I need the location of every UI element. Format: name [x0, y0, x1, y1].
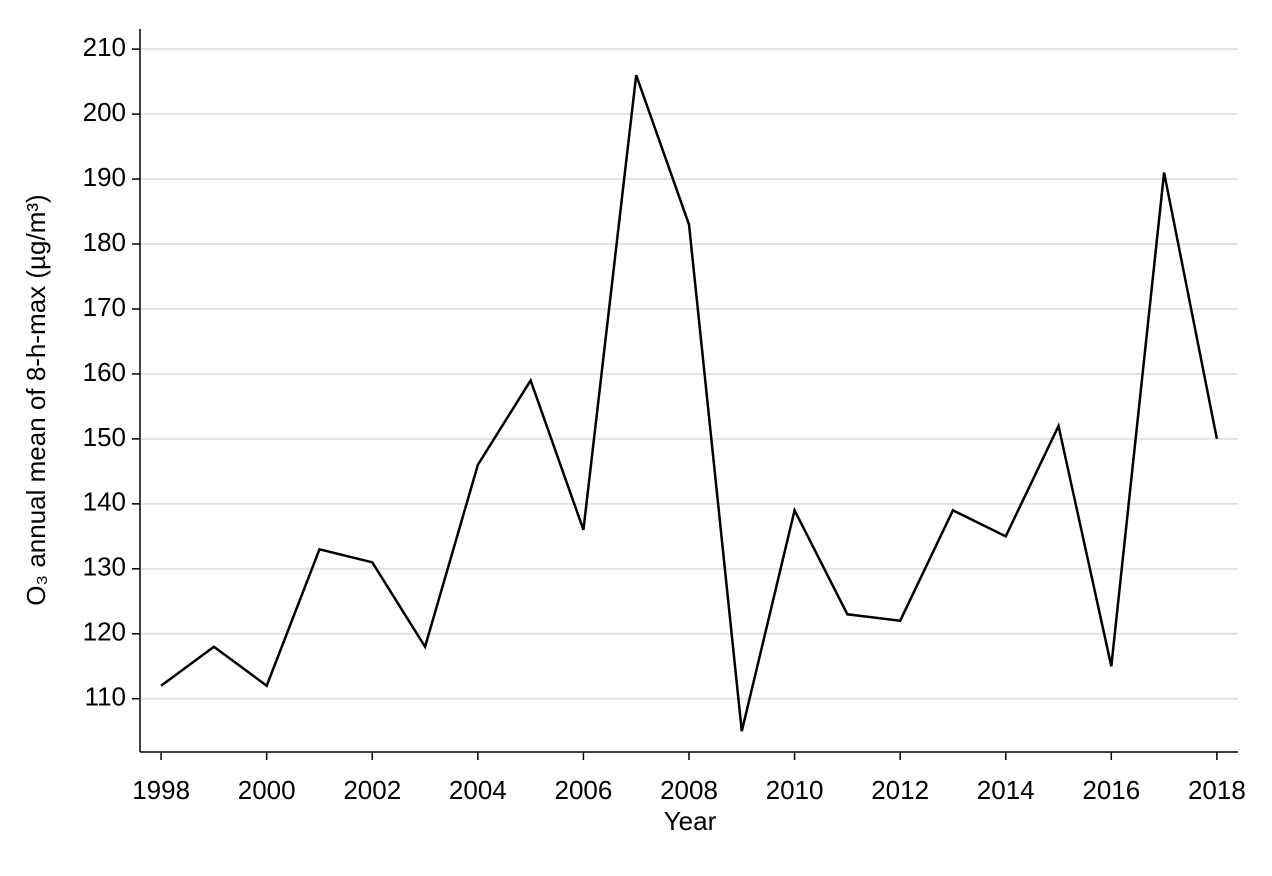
y-tick-label: 160 [83, 357, 126, 387]
y-tick-label: 150 [83, 422, 126, 452]
y-tick-label: 180 [83, 227, 126, 257]
x-axis-label: Year [664, 806, 717, 836]
x-tick-label: 2006 [555, 775, 613, 805]
x-tick-label: 1998 [132, 775, 190, 805]
y-tick-label: 190 [83, 162, 126, 192]
x-tick-label: 2016 [1082, 775, 1140, 805]
y-tick-label: 130 [83, 552, 126, 582]
x-tick-label: 2014 [977, 775, 1035, 805]
y-tick-label: 170 [83, 292, 126, 322]
y-axis-label: O₃ annual mean of 8-h-max (µg/m³) [21, 194, 51, 605]
x-tick-label: 2018 [1188, 775, 1246, 805]
x-tick-label: 2008 [660, 775, 718, 805]
x-tick-label: 2012 [871, 775, 929, 805]
x-tick-label: 2002 [343, 775, 401, 805]
x-tick-label: 2010 [766, 775, 824, 805]
y-tick-label: 110 [85, 682, 126, 712]
x-tick-label: 2004 [449, 775, 507, 805]
x-tick-label: 2000 [238, 775, 296, 805]
y-tick-label: 200 [83, 97, 126, 127]
y-tick-label: 210 [83, 32, 126, 62]
y-tick-label: 140 [83, 487, 126, 517]
y-tick-label: 120 [83, 617, 126, 647]
data-line [160, 74, 1219, 732]
